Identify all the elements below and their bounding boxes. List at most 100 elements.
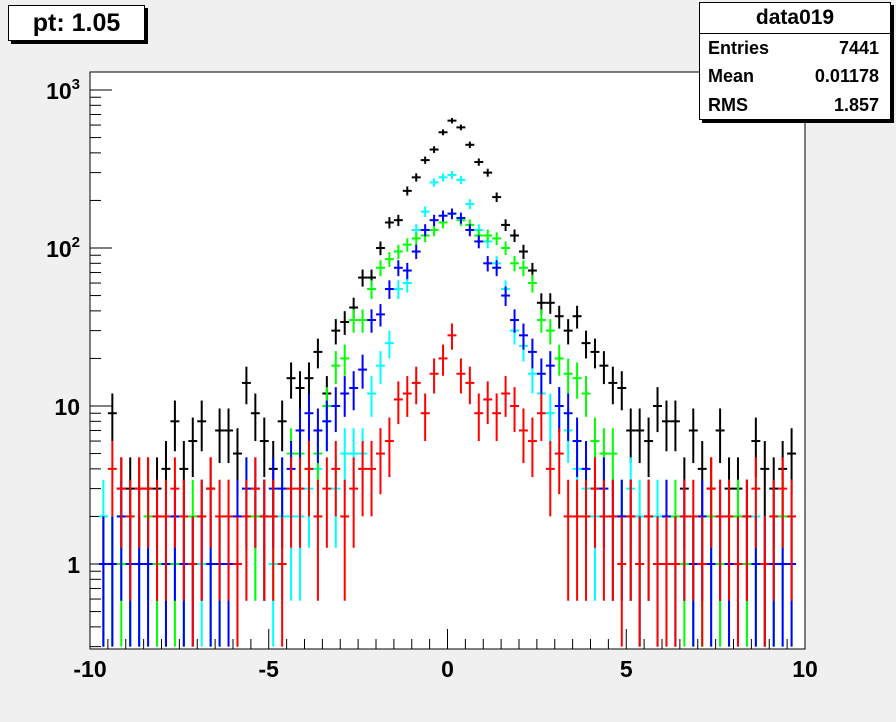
data-point: [456, 358, 466, 394]
data-point: [340, 344, 350, 376]
y-tick-label: 1: [67, 552, 80, 578]
data-point: [349, 309, 359, 333]
data-point: [384, 417, 394, 478]
data-point: [662, 400, 671, 452]
data-point: [411, 173, 421, 182]
data-point: [438, 173, 448, 182]
data-point: [134, 457, 144, 548]
data-point: [322, 400, 332, 452]
data-point: [563, 393, 573, 442]
x-tick-label: -5: [259, 656, 280, 682]
data-point: [617, 516, 627, 647]
data-point: [393, 260, 403, 277]
data-point: [608, 366, 618, 405]
data-point: [376, 304, 385, 327]
axes: -10 -5 0 5 10 1 10 102 103: [46, 76, 818, 682]
data-point: [742, 479, 752, 601]
data-point: [456, 175, 466, 185]
y-tick-label: 10: [54, 394, 80, 420]
data-point: [581, 479, 591, 601]
data-point: [304, 362, 314, 399]
data-point: [760, 516, 770, 647]
data-point: [536, 309, 546, 333]
data-point: [393, 214, 403, 227]
data-point: [510, 309, 519, 333]
data-point: [188, 516, 198, 647]
stats-row-mean: Mean 0.01178: [700, 63, 890, 92]
data-point: [465, 366, 475, 405]
data-point: [483, 256, 493, 272]
data-point: [501, 376, 511, 417]
data-point: [250, 393, 260, 442]
data-point: [331, 441, 341, 517]
data-point: [519, 244, 528, 259]
data-point: [384, 280, 394, 299]
data-point: [456, 212, 466, 224]
data-point: [474, 393, 484, 442]
data-point: [715, 408, 725, 464]
data-point: [608, 479, 618, 601]
data-point: [501, 219, 511, 231]
data-point: [393, 244, 403, 259]
data-point: [259, 479, 269, 601]
data-point: [286, 457, 296, 548]
plot-frame: [89, 71, 806, 650]
stats-label: Mean: [708, 66, 755, 87]
data-point: [554, 344, 564, 376]
data-point: [116, 457, 126, 548]
data-point: [340, 376, 350, 417]
data-point: [492, 232, 502, 246]
data-point: [304, 441, 314, 517]
data-point: [224, 408, 233, 464]
data-point: [331, 319, 341, 345]
y-tick-label: 103: [46, 76, 80, 104]
data-point: [224, 479, 233, 601]
data-point: [340, 311, 350, 335]
data-point: [447, 208, 457, 220]
data-point: [277, 516, 287, 647]
data-point: [376, 351, 385, 385]
data-point: [769, 479, 779, 601]
data-point: [367, 441, 376, 517]
plot-title: pt: 1.05: [8, 5, 145, 41]
data-point: [393, 280, 403, 299]
data-point: [331, 387, 341, 433]
data-point: [483, 168, 493, 177]
data-point: [617, 371, 627, 411]
data-point: [545, 319, 555, 345]
data-point: [152, 479, 162, 601]
data-point: [402, 186, 412, 196]
data-point: [465, 199, 475, 210]
data-point: [572, 305, 582, 329]
stats-name: data019: [700, 3, 890, 34]
data-point: [313, 479, 323, 601]
stats-row-entries: Entries 7441: [700, 34, 890, 63]
data-point: [492, 192, 502, 202]
data-point: [295, 408, 305, 464]
data-point: [778, 457, 788, 548]
data-point: [197, 400, 207, 452]
data-point: [563, 358, 573, 394]
data-point: [519, 323, 528, 350]
data-point: [581, 330, 591, 359]
data-point: [358, 441, 368, 517]
data-point: [313, 408, 323, 464]
data-point: [420, 156, 430, 164]
data-point: [358, 309, 368, 333]
data-point: [295, 457, 305, 548]
data-point: [635, 408, 645, 464]
data-point: [376, 428, 385, 495]
data-point: [527, 338, 537, 369]
data-point: [510, 256, 519, 272]
data-point: [536, 393, 546, 442]
data-point: [545, 351, 555, 385]
data-point: [572, 362, 582, 399]
data-point: [670, 400, 680, 452]
data-point: [125, 479, 135, 601]
data-point: [402, 238, 412, 252]
data-point: [429, 146, 439, 153]
data-point: [501, 286, 511, 307]
data-point: [402, 262, 412, 280]
data-point: [420, 393, 430, 442]
